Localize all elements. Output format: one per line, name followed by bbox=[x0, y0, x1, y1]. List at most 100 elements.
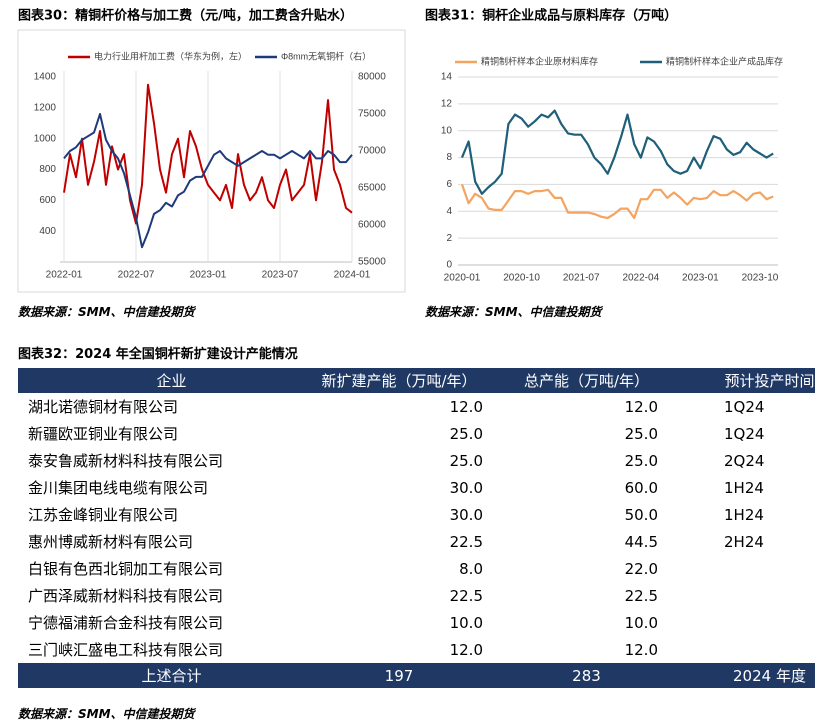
table-row: 白银有色西北铜加工有限公司 8.0 22.0 bbox=[18, 555, 815, 582]
table-row: 泰安鲁威新材料科技有限公司 25.0 25.0 2Q24 bbox=[18, 447, 815, 474]
table-cell: 8.0 bbox=[459, 559, 483, 578]
legend-label: 精铜制杆样本企业原材料库存 bbox=[481, 55, 598, 66]
table-cell: 企业 bbox=[18, 368, 315, 393]
chart-frame bbox=[17, 29, 406, 293]
chart-title: 图表30：精铜杆价格与加工费（元/吨，加工费含升贴水） bbox=[18, 8, 353, 24]
table-cell: 预计投产时间 bbox=[690, 368, 815, 393]
x-tick-label: 2020-10 bbox=[503, 273, 540, 284]
y-tick-label: 4 bbox=[446, 206, 452, 217]
table-cell: 2Q24 bbox=[724, 451, 765, 470]
y-tick-label: 1200 bbox=[34, 102, 57, 113]
table-cell: 60.0 bbox=[624, 478, 658, 497]
table-cell: 30.0 bbox=[449, 505, 483, 524]
table-cell: 惠州博威新材料有限公司 bbox=[28, 533, 194, 551]
table: 企业 新扩建产能（万吨/年） 总产能（万吨/年） 预计投产时间 湖北诺德铜材有限公司 12… bbox=[18, 368, 815, 688]
table-row: 上述合计 197 283 2024 年度 bbox=[18, 663, 815, 688]
table-cell: 上述合计 bbox=[18, 663, 315, 688]
table-cell: 12.0 bbox=[624, 397, 658, 416]
table-cell bbox=[690, 609, 815, 636]
x-tick-label: 2022-01 bbox=[46, 270, 83, 281]
y-tick-label: 12 bbox=[441, 98, 453, 109]
x-tick-label: 2023-07 bbox=[262, 270, 299, 281]
x-tick-label: 2020-01 bbox=[444, 273, 481, 284]
table-row: 江苏金峰铜业有限公司 30.0 50.0 1H24 bbox=[18, 501, 815, 528]
table-row: 企业 新扩建产能（万吨/年） 总产能（万吨/年） 预计投产时间 bbox=[18, 368, 815, 393]
y2-tick-label: 75000 bbox=[358, 109, 386, 120]
y-tick-label: 14 bbox=[441, 72, 453, 83]
y-tick-label: 1000 bbox=[34, 133, 57, 144]
y-tick-label: 10 bbox=[441, 125, 453, 136]
table-cell: 新扩建产能（万吨/年） bbox=[315, 368, 515, 393]
y2-tick-label: 80000 bbox=[358, 72, 386, 83]
table-cell bbox=[690, 636, 815, 663]
table-row: 宁德福浦新合金科技有限公司 10.0 10.0 bbox=[18, 609, 815, 636]
table-cell: 1Q24 bbox=[724, 424, 765, 443]
y-tick-label: 800 bbox=[39, 164, 56, 175]
table-cell: 22.5 bbox=[624, 586, 658, 605]
y-tick-label: 600 bbox=[39, 195, 56, 206]
table-cell: 22.5 bbox=[449, 532, 483, 551]
source: 数据来源：SMM、中信建投期货 bbox=[425, 305, 602, 319]
table-cell: 25.0 bbox=[624, 424, 658, 443]
table-row: 湖北诺德铜材有限公司 12.0 12.0 1Q24 bbox=[18, 393, 815, 420]
table-cell: 2024 年度 bbox=[690, 663, 815, 688]
table-cell: 新疆欧亚铜业有限公司 bbox=[28, 425, 179, 443]
table-cell: 总产能（万吨/年） bbox=[515, 368, 690, 393]
y-tick-label: 1400 bbox=[34, 72, 57, 83]
table-cell: 2H24 bbox=[724, 532, 764, 551]
x-tick-label: 2023-10 bbox=[742, 273, 779, 284]
table-cell: 22.5 bbox=[449, 586, 483, 605]
series-line bbox=[63, 83, 353, 225]
table-row: 金川集团电线电缆有限公司 30.0 60.0 1H24 bbox=[18, 474, 815, 501]
y2-tick-label: 70000 bbox=[358, 146, 386, 157]
table-cell: 10.0 bbox=[449, 613, 483, 632]
series-line bbox=[460, 184, 774, 220]
source: 数据来源：SMM、中信建投期货 bbox=[18, 305, 195, 319]
table-cell: 白银有色西北铜加工有限公司 bbox=[28, 560, 224, 578]
table-cell: 197 bbox=[315, 663, 515, 688]
table-cell: 广西泽威新材料科技有限公司 bbox=[28, 587, 224, 605]
table-cell: 12.0 bbox=[449, 397, 483, 416]
y-tick-label: 6 bbox=[446, 179, 452, 190]
charts: 图表30：精铜杆价格与加工费（元/吨，加工费含升贴水） 图表31：铜杆企业成品与… bbox=[17, 8, 816, 293]
table-cell: 22.0 bbox=[624, 559, 658, 578]
table-cell bbox=[690, 555, 815, 582]
table-cell: 三门峡汇盛电工科技有限公司 bbox=[28, 641, 224, 659]
legend-label: Φ8mm无氧铜杆（右） bbox=[281, 50, 371, 61]
table-cell: 283 bbox=[515, 663, 690, 688]
x-tick-label: 2024-01 bbox=[334, 270, 371, 281]
table-cell: 30.0 bbox=[449, 478, 483, 497]
chart-title: 图表31：铜杆企业成品与原料库存（万吨） bbox=[425, 8, 677, 24]
table-cell: 44.5 bbox=[624, 532, 658, 551]
table-row: 广西泽威新材料科技有限公司 22.5 22.5 bbox=[18, 582, 815, 609]
y-tick-label: 2 bbox=[446, 233, 452, 244]
legend-label: 精铜制杆样本企业产成品库存 bbox=[666, 55, 783, 66]
table-cell: 江苏金峰铜业有限公司 bbox=[28, 506, 179, 524]
y2-tick-label: 65000 bbox=[358, 183, 386, 194]
table-cell: 宁德福浦新合金科技有限公司 bbox=[28, 614, 224, 632]
table-cell: 1H24 bbox=[724, 478, 764, 497]
x-tick-label: 2023-01 bbox=[190, 270, 227, 281]
x-tick-label: 2022-04 bbox=[622, 273, 659, 284]
table-row: 三门峡汇盛电工科技有限公司 12.0 12.0 bbox=[18, 636, 815, 663]
x-tick-label: 2023-01 bbox=[682, 273, 719, 284]
source: 数据来源：SMM、中信建投期货 bbox=[18, 707, 195, 721]
table-cell: 12.0 bbox=[449, 640, 483, 659]
table-cell: 25.0 bbox=[449, 424, 483, 443]
table-row: 惠州博威新材料有限公司 22.5 44.5 2H24 bbox=[18, 528, 815, 555]
table-cell: 25.0 bbox=[449, 451, 483, 470]
y-tick-label: 8 bbox=[446, 152, 452, 163]
table-title: 图表32：2024 年全国铜杆新扩建设计产能情况 bbox=[18, 347, 298, 362]
table-cell: 金川集团电线电缆有限公司 bbox=[28, 479, 209, 497]
table-cell: 25.0 bbox=[624, 451, 658, 470]
y-tick-label: 400 bbox=[39, 226, 56, 237]
table-cell: 1H24 bbox=[724, 505, 764, 524]
legend-label: 电力行业用杆加工费（华东为例，左） bbox=[94, 50, 247, 61]
y-tick-label: 0 bbox=[446, 260, 452, 271]
table-row: 新疆欧亚铜业有限公司 25.0 25.0 1Q24 bbox=[18, 420, 815, 447]
y2-tick-label: 55000 bbox=[358, 257, 386, 268]
table-cell: 10.0 bbox=[624, 613, 658, 632]
table-cell bbox=[690, 582, 815, 609]
x-tick-label: 2022-07 bbox=[118, 270, 155, 281]
